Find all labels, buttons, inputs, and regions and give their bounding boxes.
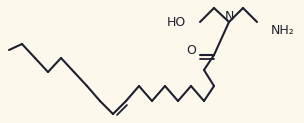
Text: NH₂: NH₂	[271, 23, 295, 37]
Text: O: O	[186, 45, 196, 57]
Text: N: N	[224, 9, 234, 23]
Text: HO: HO	[167, 15, 186, 29]
